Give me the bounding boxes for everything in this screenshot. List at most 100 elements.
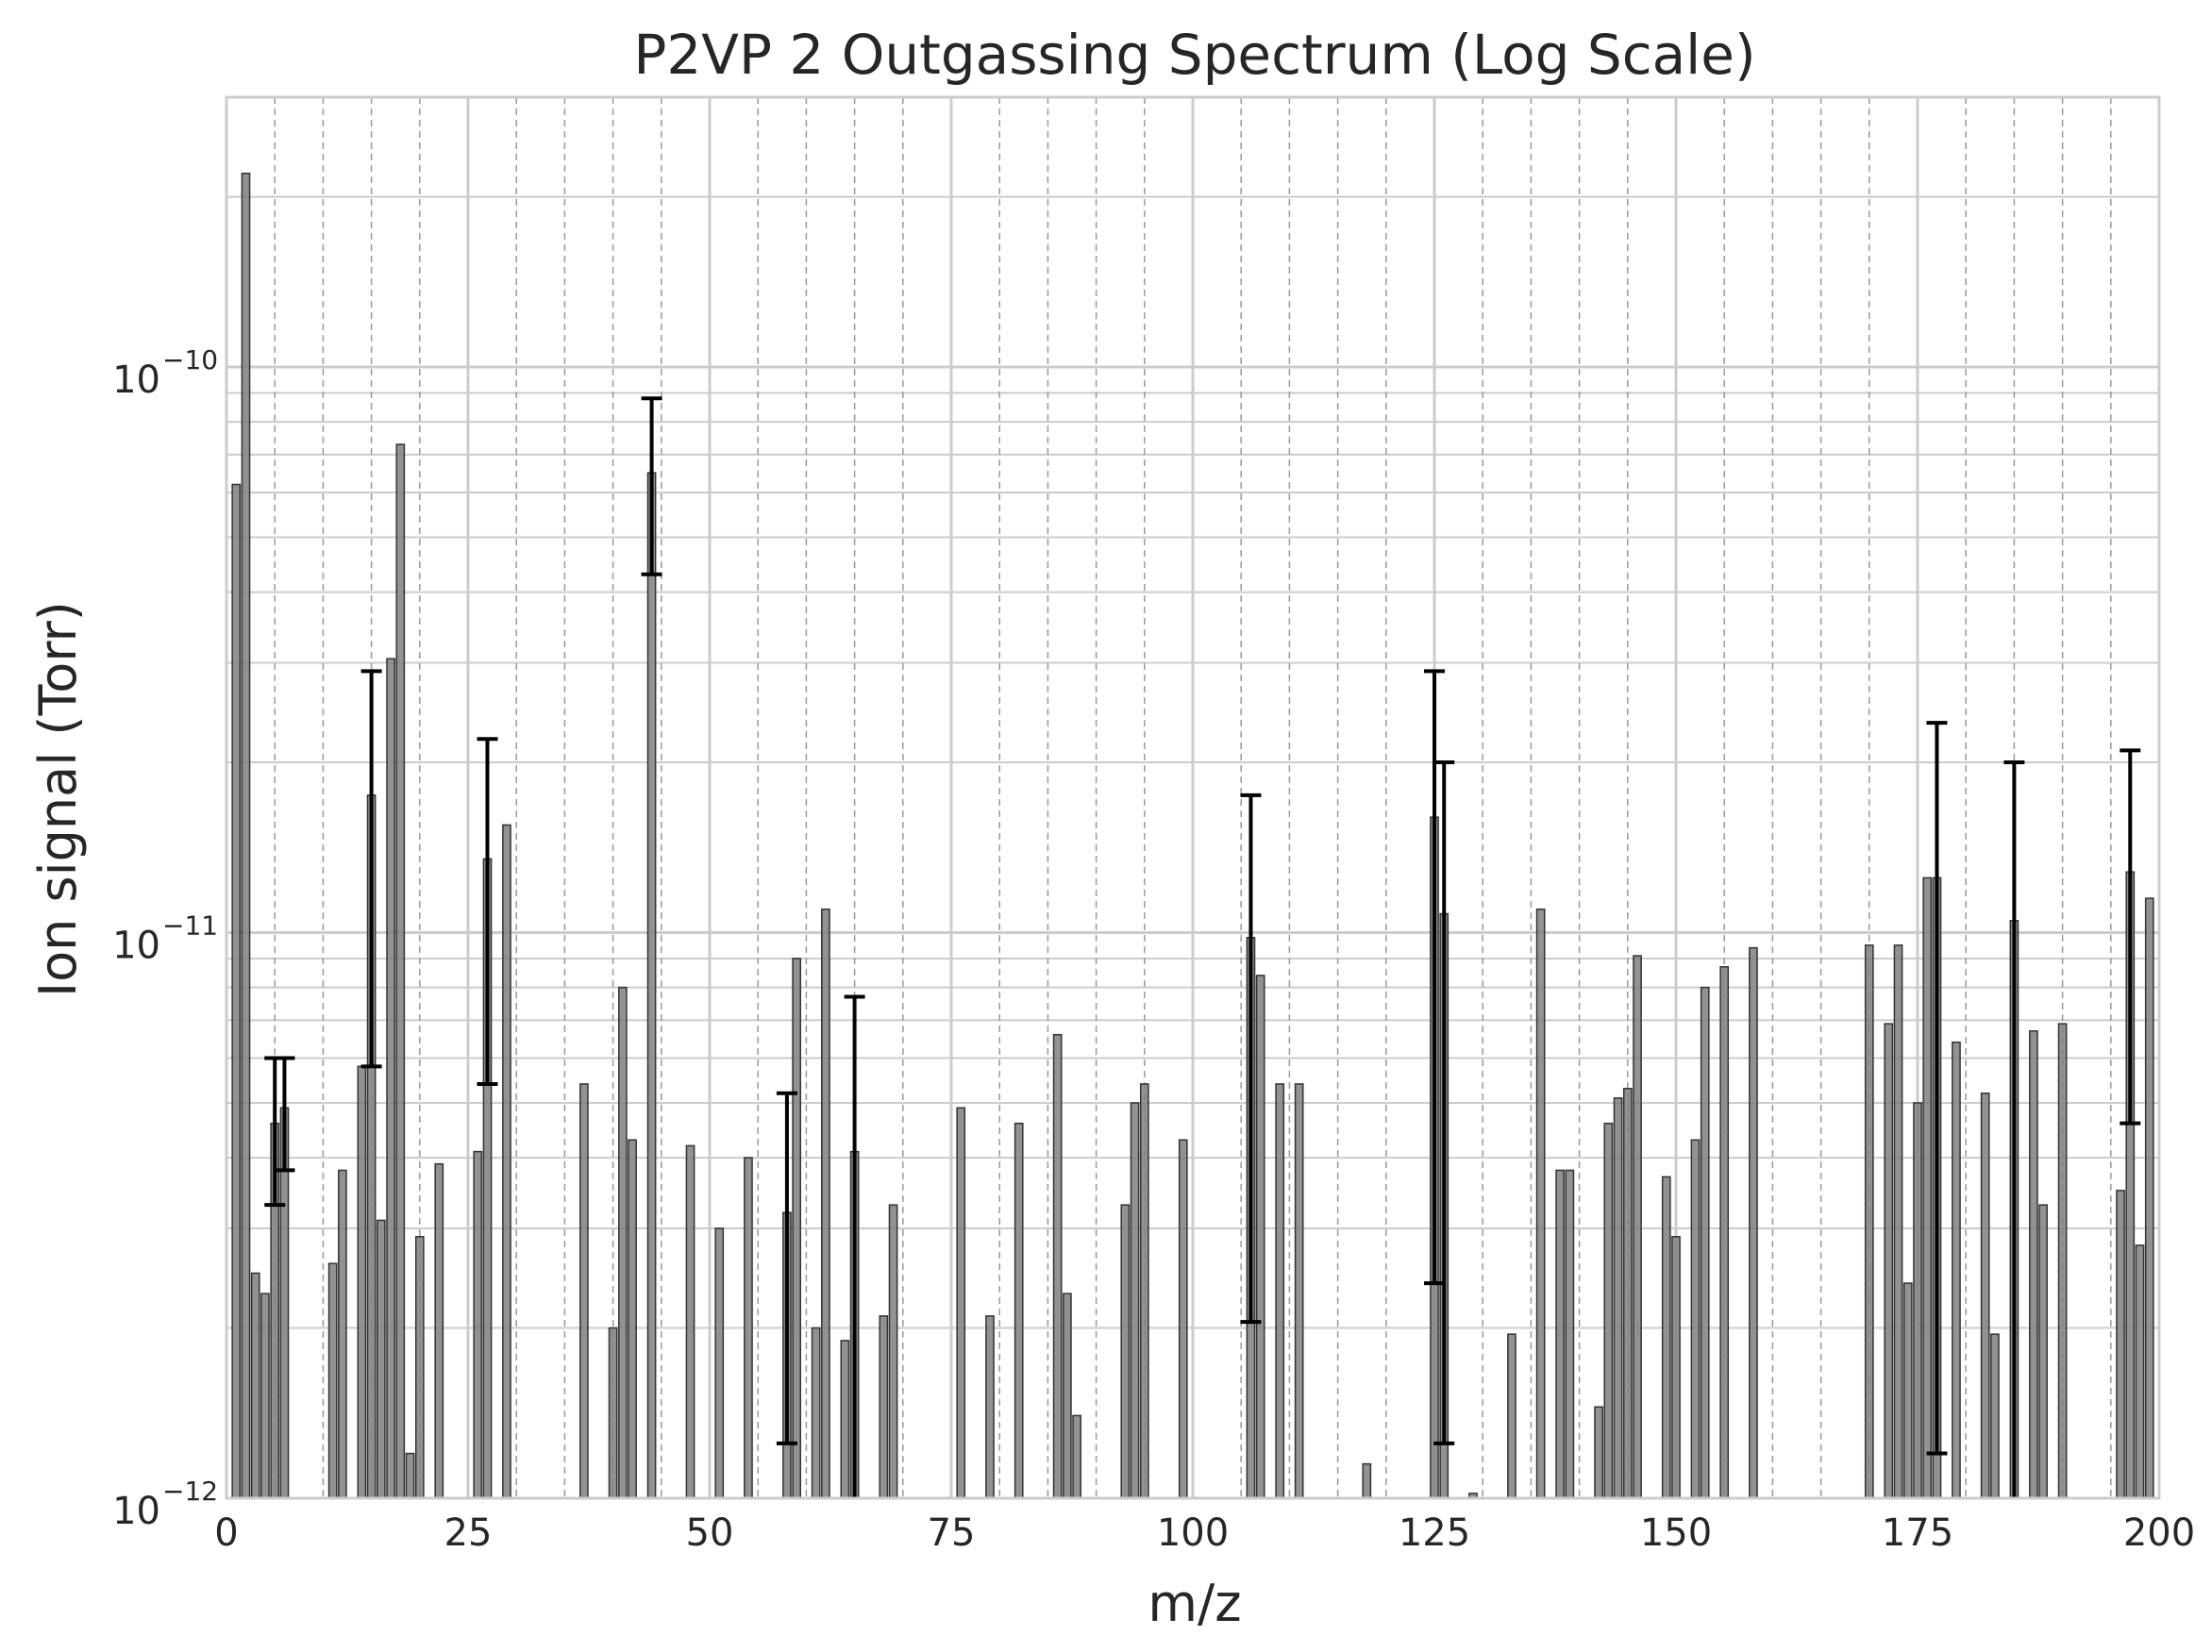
bar	[1594, 1406, 1603, 1499]
bar	[1902, 1282, 1913, 1499]
y-tick-exponent: −12	[162, 1476, 218, 1507]
bar	[1690, 1139, 1701, 1499]
y-tick-base: 10	[112, 925, 160, 968]
bar	[1555, 1169, 1565, 1499]
bar	[1178, 1139, 1188, 1499]
bar	[1063, 1293, 1072, 1499]
bar	[1052, 1033, 1063, 1499]
bar	[434, 1162, 444, 1499]
bar	[2029, 1030, 2038, 1499]
y-tick-exponent: −10	[162, 344, 218, 375]
bar	[1014, 1122, 1024, 1499]
y-tick-base: 10	[112, 1490, 160, 1533]
y-tick-label: 10 −11	[112, 910, 218, 968]
x-tick-label: 0	[214, 1511, 238, 1555]
bars	[231, 172, 2154, 1499]
bar	[2057, 1023, 2068, 1499]
bar	[1565, 1169, 1575, 1499]
bar	[1952, 1041, 1961, 1499]
y-tick-label: 10 −12	[112, 1476, 218, 1533]
bar	[2038, 1204, 2048, 1499]
bar	[250, 1272, 260, 1499]
x-tick-label: 75	[928, 1511, 976, 1555]
bar	[579, 1083, 589, 1499]
bar	[1139, 1083, 1149, 1499]
bar	[956, 1107, 966, 1499]
bar	[1294, 1083, 1304, 1499]
bar	[405, 1452, 415, 1499]
bar	[1700, 986, 1710, 1499]
x-tick-label: 50	[686, 1511, 734, 1555]
y-axis-label: Ion signal (Torr)	[28, 601, 88, 997]
bar	[1913, 1102, 1922, 1499]
bar	[1603, 1122, 1614, 1499]
bar	[260, 1293, 270, 1499]
x-tick-label: 100	[1157, 1511, 1229, 1555]
bar	[1362, 1462, 1372, 1499]
bar	[1613, 1097, 1623, 1499]
bar	[714, 1227, 725, 1499]
bar	[338, 1169, 347, 1499]
bar	[1535, 908, 1546, 1499]
bar	[1633, 955, 1642, 1499]
bar	[327, 1262, 338, 1499]
bar	[1120, 1204, 1131, 1499]
bar	[744, 1157, 753, 1499]
bar	[1255, 975, 1265, 1499]
bar	[1922, 876, 1933, 1499]
x-tick-label: 25	[444, 1511, 493, 1555]
bar	[502, 824, 511, 1499]
chart-title: P2VP 2 Outgassing Spectrum (Log Scale)	[633, 23, 1755, 87]
bar	[2144, 897, 2154, 1499]
bar	[395, 443, 406, 1499]
plot-frame	[225, 95, 2161, 1500]
bar	[357, 1065, 367, 1499]
bar	[1719, 966, 1730, 1499]
bar	[2116, 1190, 2125, 1499]
bar	[1671, 1236, 1681, 1499]
bar	[2135, 1244, 2145, 1499]
x-tick-label: 200	[2123, 1511, 2195, 1555]
bar	[414, 1236, 425, 1499]
x-tick-label: 125	[1399, 1511, 1470, 1555]
bar	[840, 1340, 850, 1499]
bar	[879, 1315, 889, 1499]
bar	[1130, 1102, 1140, 1499]
bar	[821, 908, 830, 1499]
bar	[1507, 1333, 1517, 1499]
x-tick-label: 175	[1882, 1511, 1953, 1555]
bar	[985, 1315, 995, 1499]
bar	[231, 483, 242, 1499]
bar	[1072, 1414, 1081, 1499]
bar	[376, 1219, 386, 1499]
bar	[888, 1204, 898, 1499]
bar	[241, 172, 251, 1499]
bar	[811, 1327, 821, 1499]
bar	[1980, 1093, 1990, 1499]
bar	[1893, 944, 1903, 1499]
bar	[1749, 946, 1758, 1499]
bar	[617, 986, 628, 1499]
bar	[608, 1327, 618, 1499]
x-tick-label: 150	[1640, 1511, 1712, 1555]
bar	[1864, 944, 1874, 1499]
y-tick-exponent: −11	[162, 910, 218, 942]
bar	[792, 958, 802, 1499]
bar	[646, 472, 657, 1499]
bar	[386, 658, 395, 1499]
x-axis-label: m/z	[1148, 1574, 1241, 1633]
bar	[1661, 1176, 1671, 1499]
bar	[1990, 1333, 2000, 1499]
x-tick-labels: 0 25 50 75 100 125 150 175 200	[214, 1511, 2195, 1555]
y-tick-base: 10	[112, 359, 160, 402]
bar	[685, 1144, 695, 1499]
bar	[1622, 1088, 1633, 1499]
bar	[1275, 1083, 1285, 1499]
bar	[628, 1139, 637, 1499]
y-tick-label: 10 −10	[112, 344, 218, 402]
bar	[1884, 1023, 1894, 1499]
bar	[473, 1150, 483, 1499]
error-bars	[264, 396, 2141, 1498]
